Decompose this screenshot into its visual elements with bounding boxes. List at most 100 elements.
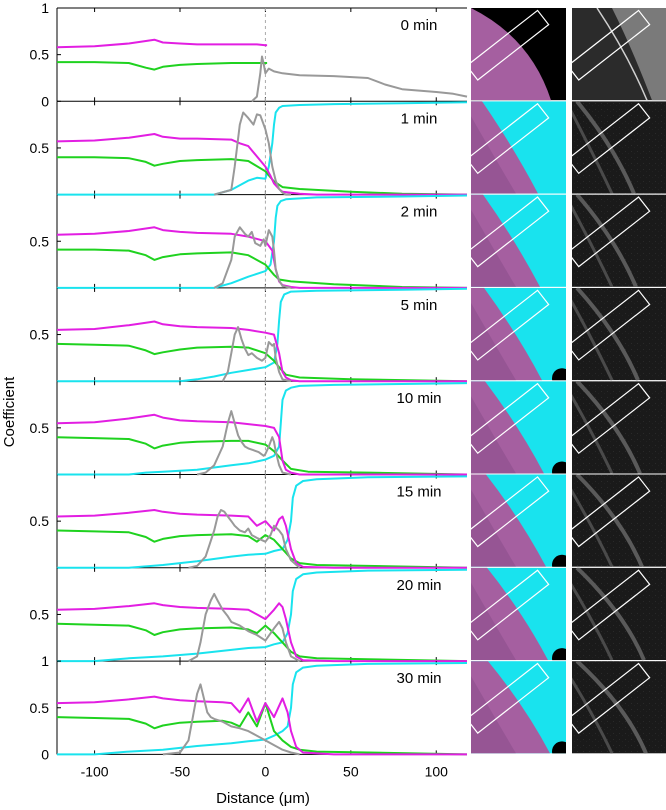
y-tick-label: 0.5 xyxy=(30,140,50,156)
y-tick-label: 0.5 xyxy=(30,47,50,63)
roi-box xyxy=(572,476,651,548)
series-line-magenta xyxy=(56,509,467,569)
series-line-green xyxy=(56,529,468,569)
micrograph-row-5 xyxy=(471,474,666,567)
y-tick-label: 0.5 xyxy=(30,513,50,529)
series-line-cyan xyxy=(57,101,468,196)
micrograph-column xyxy=(471,8,666,754)
series-line-green xyxy=(57,156,468,196)
series-line-gray xyxy=(188,509,301,569)
micrograph-row-6 xyxy=(471,567,666,661)
series-line-gray xyxy=(213,111,291,196)
grayscale-image xyxy=(572,474,666,567)
overlay-image xyxy=(471,287,566,381)
series-line-gray xyxy=(251,55,468,103)
micrograph-row-3 xyxy=(471,287,666,381)
series-line-cyan xyxy=(57,662,468,756)
panel-5: 0.5 15 min xyxy=(30,474,468,569)
overlay-image xyxy=(471,567,566,661)
series-line-magenta xyxy=(56,226,467,289)
overlay-image xyxy=(471,474,566,567)
x-tick-label: -100 xyxy=(81,763,109,779)
roi-box xyxy=(471,382,550,455)
roi-box xyxy=(572,289,651,361)
x-tick-label: 50 xyxy=(343,763,359,779)
overlay-image xyxy=(471,101,566,194)
y-tick-label: 1 xyxy=(41,0,49,16)
panel-6: 0.5 20 min xyxy=(30,567,468,663)
overlay-image xyxy=(471,194,566,287)
y-tick-label: 0.5 xyxy=(30,233,50,249)
panel-0: 1 0.5 0 0 min xyxy=(30,0,468,109)
roi-box xyxy=(471,9,550,81)
time-label: 0 min xyxy=(401,17,438,34)
overlay-image xyxy=(471,661,566,754)
micrograph-row-1 xyxy=(471,101,666,194)
time-label: 1 min xyxy=(401,110,438,127)
x-axis-title: Distance (μm) xyxy=(216,790,310,807)
roi-box xyxy=(471,662,550,734)
panel-3: 0.5 5 min xyxy=(30,287,468,383)
y-tick-label: 0.5 xyxy=(30,420,50,436)
roi-box xyxy=(572,382,651,455)
micrograph-row-4 xyxy=(471,381,666,474)
micrograph-row-7 xyxy=(471,661,666,754)
grayscale-image xyxy=(572,8,666,101)
y-tick-label: 0 xyxy=(41,93,49,109)
series-line-green xyxy=(57,61,268,71)
micrograph-row-0 xyxy=(471,8,666,101)
series-line-magenta xyxy=(56,602,467,663)
series-line-magenta xyxy=(56,695,467,756)
series-line-green xyxy=(57,248,468,289)
grayscale-image xyxy=(572,194,666,287)
time-label: 30 min xyxy=(396,670,441,687)
y-tick-label: 0.5 xyxy=(30,327,50,343)
series-line-gray xyxy=(221,326,292,383)
series-line-cyan xyxy=(57,194,468,289)
x-tick-label: 0 xyxy=(262,763,270,779)
series-line-green xyxy=(56,342,468,383)
series-line-gray xyxy=(213,226,292,289)
roi-box xyxy=(471,289,550,361)
grayscale-image xyxy=(572,567,666,661)
roi-box xyxy=(572,102,651,175)
series-line-magenta xyxy=(56,413,467,476)
series-line-green xyxy=(56,622,468,663)
overlay-image xyxy=(471,8,566,101)
series-line-magenta xyxy=(56,320,467,383)
panel-7: 1 0.5 0 30 min xyxy=(30,653,468,762)
series-line-magenta xyxy=(56,133,467,196)
panel-4: 0.5 10 min xyxy=(30,381,468,476)
roi-box xyxy=(471,476,550,548)
series-line-cyan xyxy=(57,568,468,663)
y-tick-label: 0 xyxy=(41,746,49,762)
micrograph-row-2 xyxy=(471,194,666,287)
grayscale-image xyxy=(572,661,666,754)
roi-box xyxy=(572,9,651,81)
series-line-green xyxy=(56,702,468,756)
series-line-green xyxy=(56,436,468,476)
time-label: 5 min xyxy=(401,297,438,314)
grayscale-image xyxy=(572,101,666,194)
roi-box xyxy=(471,196,550,268)
overlay-image xyxy=(471,381,566,474)
series-line-gray xyxy=(188,592,301,662)
y-tick-label: 0.5 xyxy=(30,700,50,716)
panel-2: 0.5 2 min xyxy=(30,194,468,289)
x-tick-label: -50 xyxy=(170,763,190,779)
roi-box xyxy=(572,569,651,641)
series-line-gray xyxy=(196,410,292,476)
y-tick-label: 0.5 xyxy=(30,606,50,622)
x-tick-label: 100 xyxy=(425,763,449,779)
series-line-magenta xyxy=(56,38,268,49)
grayscale-image xyxy=(572,287,666,381)
time-label: 10 min xyxy=(396,390,441,407)
grayscale-image xyxy=(572,381,666,474)
roi-box xyxy=(471,569,550,641)
y-axis-title: Coefficient xyxy=(1,376,18,447)
panels-layer: 1 0.5 0 0 min 0.5 1 min 0.5 2 min 0.5 5 min 0.5 10 … xyxy=(30,0,468,779)
series-line-gray xyxy=(162,683,300,756)
y-tick-label: 1 xyxy=(41,653,49,669)
roi-box xyxy=(471,102,550,175)
